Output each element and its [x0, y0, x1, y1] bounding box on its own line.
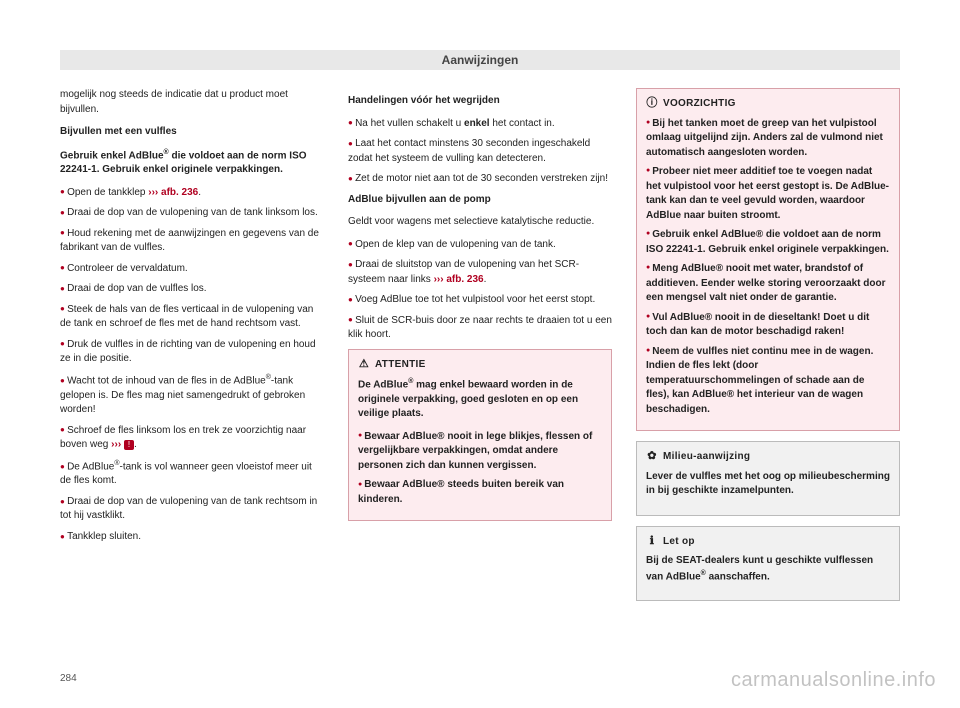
letop-title: ℹ Let op — [646, 535, 890, 550]
list-item: Houd rekening met de aanwijzingen en geg… — [60, 227, 324, 256]
list-item: Controleer de vervaldatum. — [60, 262, 324, 277]
attentie-box: ⚠ ATTENTIE De AdBlue® mag enkel bewaard … — [348, 349, 612, 522]
flower-icon: ✿ — [646, 451, 658, 463]
list-item: Open de tankklep ››› afb. 236. — [60, 186, 324, 201]
list-item: Bewaar AdBlue® nooit in lege blikjes, fl… — [358, 430, 602, 474]
txt: VOORZICHTIG — [663, 97, 736, 112]
list-item: Vul AdBlue® nooit in de dieseltank! Doet… — [646, 311, 890, 340]
list-item: Steek de hals van de fles verticaal in d… — [60, 303, 324, 332]
column-3: ⓘ VOORZICHTIG Bij het tanken moet de gre… — [636, 88, 900, 611]
txt: Gebruik enkel AdBlue — [60, 150, 164, 161]
col1-list: Open de tankklep ››› afb. 236. Draai de d… — [60, 186, 324, 545]
subheading-pomp: AdBlue bijvullen aan de pomp — [348, 193, 612, 208]
list-item: Draai de sluitstop van de vulopening van… — [348, 258, 612, 287]
list-item: Druk de vulfles in de richting van de vu… — [60, 338, 324, 367]
txt: Let op — [663, 535, 695, 550]
warning-triangle-icon: ⚠ — [358, 359, 370, 371]
watermark-text: carmanualsonline.info — [731, 669, 936, 692]
manual-page: Aanwijzingen mogelijk nog steeds de indi… — [0, 0, 960, 708]
txt: ATTENTIE — [375, 358, 426, 373]
col2-list1: Na het vullen schakelt u enkel het conta… — [348, 117, 612, 187]
list-item: Laat het contact minstens 30 seconden in… — [348, 137, 612, 166]
list-item: Sluit de SCR-buis door ze naar rechts te… — [348, 314, 612, 343]
list-item: Schroef de fles linksom los en trek ze v… — [60, 424, 324, 453]
list-item: Tankklep sluiten. — [60, 530, 324, 545]
page-header-title: Aanwijzingen — [60, 50, 900, 70]
subheading-handelingen: Handelingen vóór het wegrijden — [348, 94, 612, 109]
column-1: mogelijk nog steeds de indicatie dat u p… — [60, 88, 324, 611]
list-item: Draai de dop van de vulopening van de ta… — [60, 495, 324, 524]
voorzichtig-title: ⓘ VOORZICHTIG — [646, 97, 890, 112]
list-item: De AdBlue®-tank is vol wanneer geen vloe… — [60, 459, 324, 489]
column-2: Handelingen vóór het wegrijden Na het vu… — [348, 88, 612, 611]
attentie-intro: De AdBlue® mag enkel bewaard worden in d… — [358, 377, 602, 422]
list-item: Bewaar AdBlue® steeds buiten bereik van … — [358, 478, 602, 507]
txt: Milieu-aanwijzing — [663, 450, 750, 465]
list-item: Draai de dop van de vulfles los. — [60, 282, 324, 297]
list-item: Open de klep van de vulopening van de ta… — [348, 238, 612, 253]
subheading-bijvullen: Bijvullen met een vulfles — [60, 125, 324, 140]
intro-text: mogelijk nog steeds de indicatie dat u p… — [60, 88, 324, 117]
list-item: Meng AdBlue® nooit met water, brandstof … — [646, 262, 890, 306]
list-item: Gebruik enkel AdBlue® die voldoet aan de… — [646, 228, 890, 257]
milieu-box: ✿ Milieu-aanwijzing Lever de vulfles met… — [636, 441, 900, 516]
col2-list2: Open de klep van de vulopening van de ta… — [348, 238, 612, 343]
content-columns: mogelijk nog steeds de indicatie dat u p… — [60, 88, 900, 611]
attentie-list: Bewaar AdBlue® nooit in lege blikjes, fl… — [358, 430, 602, 508]
list-item: Probeer niet meer additief toe te voegen… — [646, 165, 890, 223]
list-item: Zet de motor niet aan tot de 30 seconden… — [348, 172, 612, 187]
milieu-text: Lever de vulfles met het oog op milieube… — [646, 470, 890, 499]
letop-text: Bij de SEAT-dealers kunt u geschikte vul… — [646, 554, 890, 584]
list-item: Bij het tanken moet de greep van het vul… — [646, 117, 890, 161]
voorzichtig-list: Bij het tanken moet de greep van het vul… — [646, 117, 890, 418]
letop-box: ℹ Let op Bij de SEAT-dealers kunt u gesc… — [636, 526, 900, 602]
caution-circle-icon: ⓘ — [646, 98, 658, 110]
list-item: Voeg AdBlue toe tot het vulpistool voor … — [348, 293, 612, 308]
voorzichtig-box: ⓘ VOORZICHTIG Bij het tanken moet de gre… — [636, 88, 900, 431]
txt: De AdBlue — [358, 379, 408, 390]
adblue-norm-text: Gebruik enkel AdBlue® die voldoet aan de… — [60, 148, 324, 178]
list-item: Wacht tot de inhoud van de fles in de Ad… — [60, 373, 324, 418]
info-icon: ℹ — [646, 536, 658, 548]
attentie-title: ⚠ ATTENTIE — [358, 358, 602, 373]
pomp-intro: Geldt voor wagens met selectieve katalyt… — [348, 215, 612, 230]
page-number: 284 — [60, 673, 77, 684]
list-item: Na het vullen schakelt u enkel het conta… — [348, 117, 612, 132]
list-item: Neem de vulfles niet continu mee in de w… — [646, 345, 890, 418]
list-item: Draai de dop van de vulopening van de ta… — [60, 206, 324, 221]
txt: aanschaffen. — [706, 571, 770, 582]
milieu-title: ✿ Milieu-aanwijzing — [646, 450, 890, 465]
